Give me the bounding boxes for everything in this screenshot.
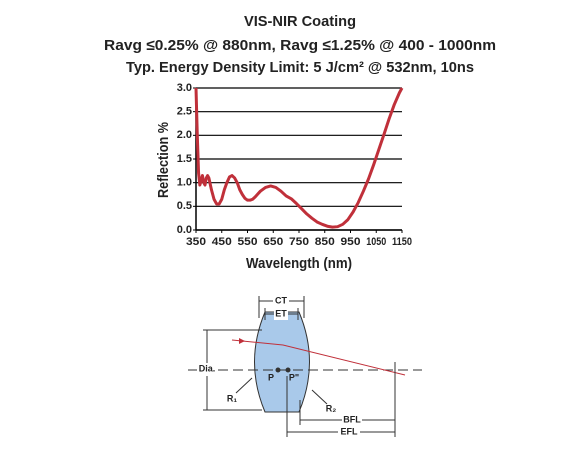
r1-leader bbox=[235, 377, 253, 394]
label-bg bbox=[274, 308, 288, 320]
ray bbox=[231, 339, 406, 376]
chart-title: VIS-NIR Coating bbox=[244, 13, 356, 30]
chart-subtitle: Ravg ≤0.25% @ 880nm, Ravg ≤1.25% @ 400 -… bbox=[104, 37, 496, 54]
lens-diagram bbox=[188, 296, 422, 437]
x-tick-label: 1050 bbox=[366, 236, 386, 248]
y-tick-label: 1.5 bbox=[177, 153, 192, 165]
y-tick-label: 3.0 bbox=[177, 82, 192, 94]
x-tick-label: 550 bbox=[238, 236, 258, 248]
x-tick-label: 450 bbox=[212, 236, 232, 248]
diagram-labels: CT ET Dia. P P" R₁ R₂ BFL EFL bbox=[197, 295, 362, 438]
p-label: P bbox=[268, 372, 274, 382]
reflection-curve bbox=[194, 87, 404, 229]
bfl-label: BFL bbox=[343, 414, 361, 424]
x-tick-label: 650 bbox=[263, 236, 283, 248]
plot: 0.0 0.5 1.0 1.5 2.0 2.5 3.0 350 450 550 650 750 850 9… bbox=[177, 82, 412, 248]
x-tick-label: 350 bbox=[186, 236, 206, 248]
r2-leader bbox=[311, 389, 328, 405]
y-axis-label: Reflection % bbox=[155, 122, 172, 198]
y-tick-label: 2.0 bbox=[177, 129, 192, 141]
y-tick-label: 0.5 bbox=[177, 200, 192, 212]
x-tick-label: 750 bbox=[289, 236, 309, 248]
y-tick-label: 2.5 bbox=[177, 106, 192, 118]
et-label: ET bbox=[275, 308, 287, 318]
p2-label: P" bbox=[289, 372, 299, 382]
y-tick-label: 1.0 bbox=[177, 177, 192, 189]
ct-label: CT bbox=[275, 295, 287, 305]
r2-label: R₂ bbox=[326, 403, 337, 413]
y-tick-label: 0.0 bbox=[177, 224, 192, 236]
principal-point bbox=[275, 367, 281, 373]
x-tick-label: 1150 bbox=[392, 236, 412, 248]
label-bg bbox=[342, 414, 362, 426]
x-axis-label: Wavelength (nm) bbox=[246, 255, 352, 272]
x-tick-label: 950 bbox=[341, 236, 361, 248]
dia-label: Dia. bbox=[199, 363, 216, 373]
efl-label: EFL bbox=[341, 426, 359, 436]
principal-point bbox=[285, 367, 291, 373]
label-bg bbox=[273, 295, 289, 307]
lens bbox=[254, 311, 310, 413]
label-bg bbox=[197, 363, 217, 376]
r1-label: R₁ bbox=[227, 393, 237, 403]
label-bg bbox=[338, 426, 360, 438]
x-tick-label: 850 bbox=[315, 236, 335, 248]
chart-subtitle: Typ. Energy Density Limit: 5 J/cm² @ 532… bbox=[126, 59, 474, 76]
ray-arrow bbox=[239, 338, 245, 344]
